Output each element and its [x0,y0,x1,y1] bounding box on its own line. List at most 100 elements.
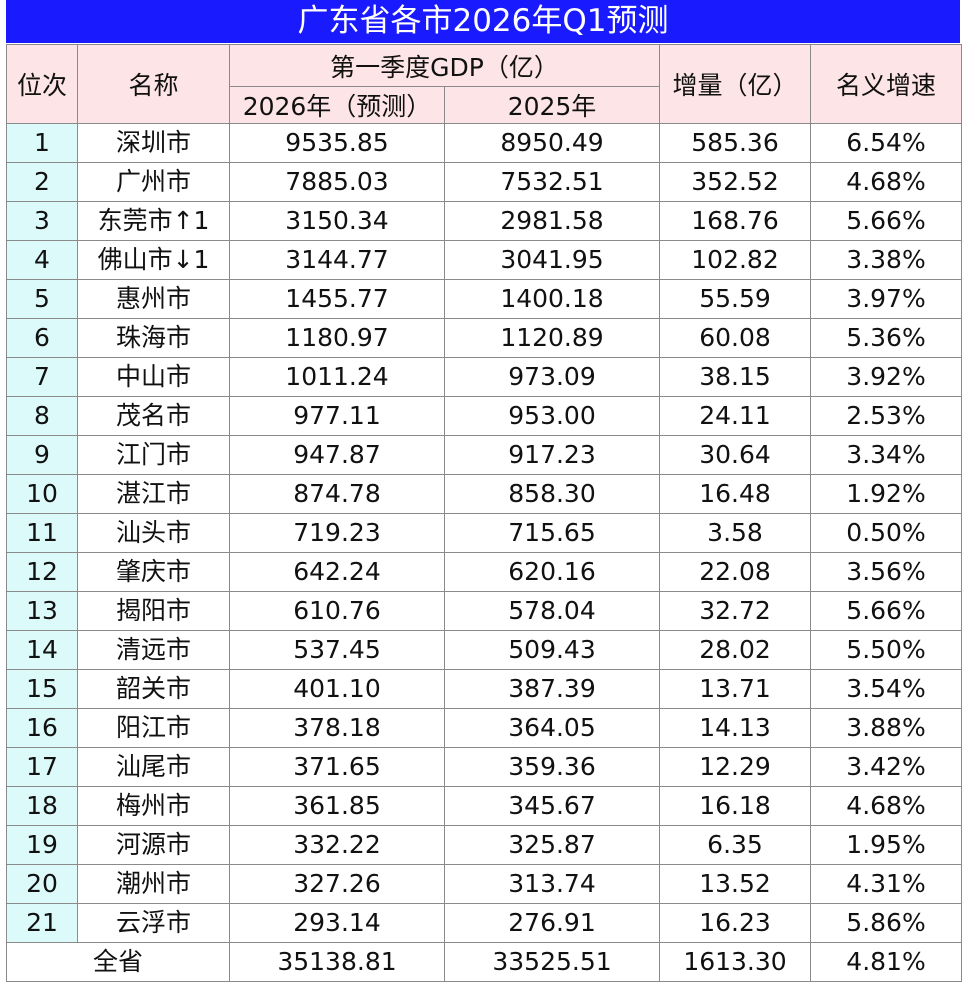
cell-growth[interactable]: 3.54% [810,669,963,709]
cell-city-name[interactable]: 江门市 [77,435,230,475]
cell-gdp-2025[interactable]: 715.65 [443,513,661,553]
cell-gdp-2026[interactable]: 719.23 [229,513,445,553]
cell-growth[interactable]: 3.92% [810,357,963,397]
header-gdp-2025[interactable]: 2025年 [443,86,661,124]
cell-gdp-2025[interactable]: 325.87 [443,825,661,865]
table-row[interactable]: 14 清远市 537.45 509.43 28.02 5.50% [6,630,963,670]
cell-increase[interactable]: 16.23 [659,903,812,943]
cell-rank[interactable]: 2 [6,162,78,202]
cell-gdp-2025[interactable]: 313.74 [443,864,661,904]
cell-increase[interactable]: 352.52 [659,162,812,202]
cell-gdp-2026[interactable]: 874.78 [229,474,445,514]
cell-growth[interactable]: 5.86% [810,903,963,943]
cell-increase[interactable]: 30.64 [659,435,812,475]
header-gdp-2026[interactable]: 2026年（预测） [229,86,445,124]
cell-increase[interactable]: 14.13 [659,708,812,748]
cell-increase[interactable]: 13.52 [659,864,812,904]
header-name[interactable]: 名称 [77,44,230,124]
cell-increase[interactable]: 168.76 [659,201,812,241]
cell-increase[interactable]: 60.08 [659,318,812,358]
cell-growth[interactable]: 3.34% [810,435,963,475]
cell-gdp-2025[interactable]: 578.04 [443,591,661,631]
cell-rank[interactable]: 10 [6,474,78,514]
total-gdp-2026[interactable]: 35138.81 [229,942,445,982]
cell-gdp-2025[interactable]: 620.16 [443,552,661,592]
table-row[interactable]: 12 肇庆市 642.24 620.16 22.08 3.56% [6,552,963,592]
table-row[interactable]: 3 东莞市↑1 3150.34 2981.58 168.76 5.66% [6,201,963,241]
cell-increase[interactable]: 24.11 [659,396,812,436]
cell-rank[interactable]: 19 [6,825,78,865]
cell-increase[interactable]: 22.08 [659,552,812,592]
table-row[interactable]: 11 汕头市 719.23 715.65 3.58 0.50% [6,513,963,553]
cell-growth[interactable]: 3.88% [810,708,963,748]
cell-gdp-2026[interactable]: 1455.77 [229,279,445,319]
cell-increase[interactable]: 3.58 [659,513,812,553]
table-row[interactable]: 8 茂名市 977.11 953.00 24.11 2.53% [6,396,963,436]
cell-growth[interactable]: 5.66% [810,591,963,631]
cell-gdp-2026[interactable]: 1180.97 [229,318,445,358]
cell-growth[interactable]: 5.36% [810,318,963,358]
cell-gdp-2026[interactable]: 361.85 [229,786,445,826]
cell-growth[interactable]: 4.31% [810,864,963,904]
cell-increase[interactable]: 38.15 [659,357,812,397]
cell-city-name[interactable]: 湛江市 [77,474,230,514]
cell-rank[interactable]: 16 [6,708,78,748]
cell-rank[interactable]: 17 [6,747,78,787]
cell-gdp-2026[interactable]: 1011.24 [229,357,445,397]
cell-gdp-2026[interactable]: 3150.34 [229,201,445,241]
cell-rank[interactable]: 14 [6,630,78,670]
cell-increase[interactable]: 28.02 [659,630,812,670]
total-gdp-2025[interactable]: 33525.51 [443,942,661,982]
cell-city-name[interactable]: 深圳市 [77,123,230,163]
table-row[interactable]: 6 珠海市 1180.97 1120.89 60.08 5.36% [6,318,963,358]
cell-rank[interactable]: 13 [6,591,78,631]
cell-growth[interactable]: 5.50% [810,630,963,670]
cell-increase[interactable]: 102.82 [659,240,812,280]
cell-gdp-2025[interactable]: 3041.95 [443,240,661,280]
cell-rank[interactable]: 21 [6,903,78,943]
cell-gdp-2025[interactable]: 364.05 [443,708,661,748]
total-label[interactable]: 全省 [6,942,230,982]
table-row[interactable]: 18 梅州市 361.85 345.67 16.18 4.68% [6,786,963,826]
table-row[interactable]: 9 江门市 947.87 917.23 30.64 3.34% [6,435,963,475]
table-row[interactable]: 20 潮州市 327.26 313.74 13.52 4.31% [6,864,963,904]
cell-city-name[interactable]: 梅州市 [77,786,230,826]
cell-city-name[interactable]: 珠海市 [77,318,230,358]
cell-rank[interactable]: 15 [6,669,78,709]
table-row[interactable]: 2 广州市 7885.03 7532.51 352.52 4.68% [6,162,963,202]
table-row[interactable]: 4 佛山市↓1 3144.77 3041.95 102.82 3.38% [6,240,963,280]
cell-city-name[interactable]: 佛山市↓1 [77,240,230,280]
cell-city-name[interactable]: 汕尾市 [77,747,230,787]
cell-city-name[interactable]: 东莞市↑1 [77,201,230,241]
cell-increase[interactable]: 12.29 [659,747,812,787]
cell-gdp-2025[interactable]: 858.30 [443,474,661,514]
cell-gdp-2026[interactable]: 371.65 [229,747,445,787]
cell-growth[interactable]: 0.50% [810,513,963,553]
header-increase[interactable]: 增量（亿） [659,44,812,124]
cell-rank[interactable]: 20 [6,864,78,904]
cell-growth[interactable]: 3.42% [810,747,963,787]
cell-city-name[interactable]: 云浮市 [77,903,230,943]
total-growth[interactable]: 4.81% [810,942,963,982]
cell-gdp-2026[interactable]: 327.26 [229,864,445,904]
cell-growth[interactable]: 5.66% [810,201,963,241]
cell-gdp-2026[interactable]: 293.14 [229,903,445,943]
cell-gdp-2026[interactable]: 378.18 [229,708,445,748]
cell-gdp-2026[interactable]: 977.11 [229,396,445,436]
cell-rank[interactable]: 18 [6,786,78,826]
cell-city-name[interactable]: 肇庆市 [77,552,230,592]
table-row[interactable]: 7 中山市 1011.24 973.09 38.15 3.92% [6,357,963,397]
cell-gdp-2026[interactable]: 401.10 [229,669,445,709]
cell-growth[interactable]: 3.97% [810,279,963,319]
cell-rank[interactable]: 11 [6,513,78,553]
total-increase[interactable]: 1613.30 [659,942,812,982]
cell-city-name[interactable]: 广州市 [77,162,230,202]
cell-rank[interactable]: 5 [6,279,78,319]
cell-increase[interactable]: 6.35 [659,825,812,865]
cell-rank[interactable]: 6 [6,318,78,358]
cell-gdp-2025[interactable]: 387.39 [443,669,661,709]
cell-gdp-2026[interactable]: 947.87 [229,435,445,475]
cell-rank[interactable]: 8 [6,396,78,436]
table-row[interactable]: 5 惠州市 1455.77 1400.18 55.59 3.97% [6,279,963,319]
table-row[interactable]: 21 云浮市 293.14 276.91 16.23 5.86% [6,903,963,943]
